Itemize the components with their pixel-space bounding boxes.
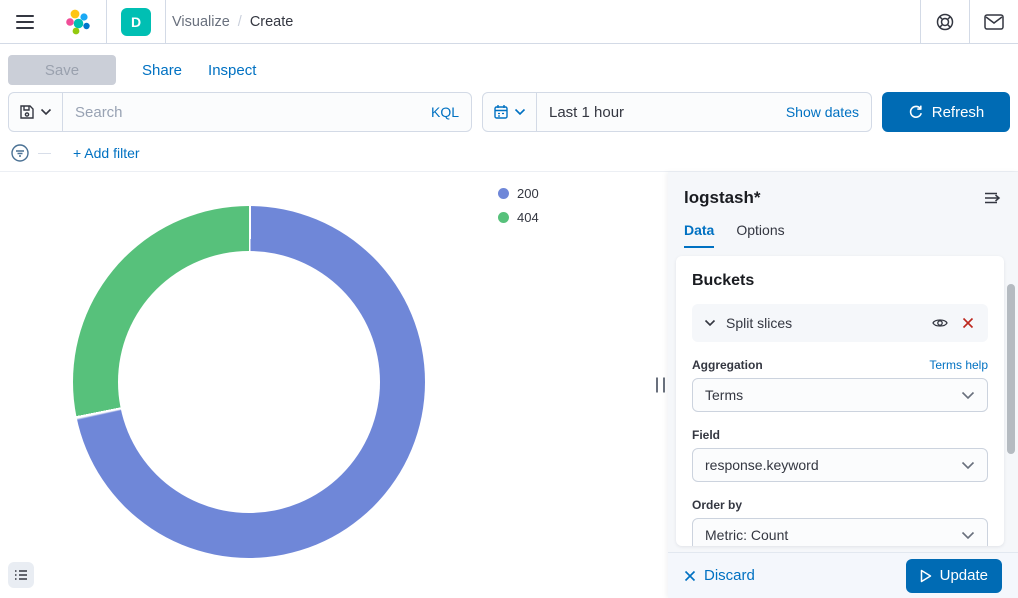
add-filter-link[interactable]: + Add filter: [73, 144, 140, 161]
donut-hole: [118, 251, 380, 513]
index-pattern-title: logstash*: [684, 188, 761, 207]
field-label: Field: [692, 428, 721, 442]
split-slices-row[interactable]: Split slices: [692, 304, 988, 342]
legend-label: 200: [517, 186, 539, 201]
close-icon: [684, 570, 696, 581]
toggle-visibility-eye-icon[interactable]: [930, 315, 950, 331]
breadcrumb-separator: /: [237, 13, 242, 30]
buckets-card: Buckets Split slices: [676, 256, 1004, 546]
search-input[interactable]: [63, 103, 419, 121]
panel-tabs: Data Options: [668, 208, 1018, 248]
newsfeed-mail-icon[interactable]: [984, 13, 1004, 30]
legend-label: 404: [517, 210, 539, 225]
elastic-logo[interactable]: [50, 0, 107, 43]
panel-scrollbar[interactable]: [1007, 284, 1015, 454]
refresh-icon: [909, 105, 922, 118]
search-box: KQL: [8, 92, 472, 132]
terms-help-link[interactable]: Terms help: [929, 358, 988, 372]
aggregation-label: Aggregation: [692, 358, 763, 372]
query-bar: KQL Last 1 hour Show dates Refresh: [0, 86, 1018, 134]
breadcrumb-visualize[interactable]: Visualize: [172, 13, 230, 30]
play-icon: [920, 569, 931, 582]
chevron-down-icon: [514, 108, 526, 116]
saved-query-menu-button[interactable]: [9, 93, 63, 131]
visualize-toolbar: Save Share Inspect: [0, 44, 1018, 86]
visualization-area: 200 404: [0, 172, 668, 598]
tab-data[interactable]: Data: [684, 222, 715, 248]
field-value: response.keyword: [705, 457, 819, 473]
space-avatar[interactable]: D: [121, 7, 151, 36]
order-by-value: Metric: Count: [705, 527, 789, 543]
date-quick-menu-button[interactable]: [483, 93, 537, 131]
bucket-name: Split slices: [726, 315, 793, 331]
legend-toggle-button[interactable]: [8, 562, 34, 588]
chart-legend: 200 404: [498, 186, 539, 225]
save-button[interactable]: Save: [8, 55, 116, 85]
save-query-icon: [20, 105, 34, 119]
filter-icon[interactable]: [10, 143, 30, 163]
panel-footer: Discard Update: [668, 552, 1018, 598]
chevron-down-icon: [961, 461, 975, 469]
main-content: 200 404 logstash*: [0, 172, 1018, 598]
legend-swatch: [498, 212, 509, 223]
list-icon: [15, 570, 27, 580]
buckets-heading: Buckets: [692, 272, 755, 289]
tab-options[interactable]: Options: [736, 222, 785, 238]
time-range-value[interactable]: Last 1 hour: [549, 103, 625, 121]
config-panel: logstash* Data Options Buckets Split sl: [668, 172, 1018, 598]
discard-label: Discard: [704, 567, 755, 584]
breadcrumb: Visualize / Create: [166, 0, 299, 43]
order-by-select[interactable]: Metric: Count: [692, 518, 988, 546]
chevron-down-icon: [961, 531, 975, 539]
remove-bucket-icon[interactable]: [960, 315, 976, 331]
update-label: Update: [939, 567, 988, 584]
donut-chart[interactable]: [73, 206, 425, 558]
top-header: D Visualize / Create: [0, 0, 1018, 44]
chevron-down-icon: [961, 391, 975, 399]
field-select[interactable]: response.keyword: [692, 448, 988, 482]
chevron-down-icon: [704, 319, 716, 327]
order-by-label: Order by: [692, 498, 743, 512]
show-dates-link[interactable]: Show dates: [785, 104, 859, 120]
breadcrumb-create: Create: [249, 13, 294, 30]
legend-item[interactable]: 404: [498, 210, 539, 225]
query-language-button[interactable]: KQL: [430, 104, 459, 120]
aggregation-value: Terms: [705, 387, 744, 403]
refresh-button[interactable]: Refresh: [882, 92, 1010, 132]
share-link[interactable]: Share: [142, 61, 183, 79]
chevron-down-icon: [40, 108, 52, 116]
elastic-logo-icon: [66, 9, 90, 34]
inspect-link[interactable]: Inspect: [208, 61, 257, 79]
legend-item[interactable]: 200: [498, 186, 539, 201]
panel-resize-handle[interactable]: [656, 377, 665, 393]
date-picker: Last 1 hour Show dates: [482, 92, 872, 132]
calendar-icon: [494, 105, 508, 119]
aggregation-select[interactable]: Terms: [692, 378, 988, 412]
discard-button[interactable]: Discard: [684, 567, 755, 584]
menu-hamburger-icon[interactable]: [0, 0, 50, 43]
help-icon[interactable]: [935, 12, 955, 32]
collapse-panel-icon[interactable]: [984, 191, 1002, 205]
update-button[interactable]: Update: [905, 558, 1002, 593]
filter-bar: — + Add filter: [0, 134, 1018, 172]
refresh-label: Refresh: [931, 103, 985, 121]
filter-dash: —: [38, 145, 51, 160]
legend-swatch: [498, 188, 509, 199]
